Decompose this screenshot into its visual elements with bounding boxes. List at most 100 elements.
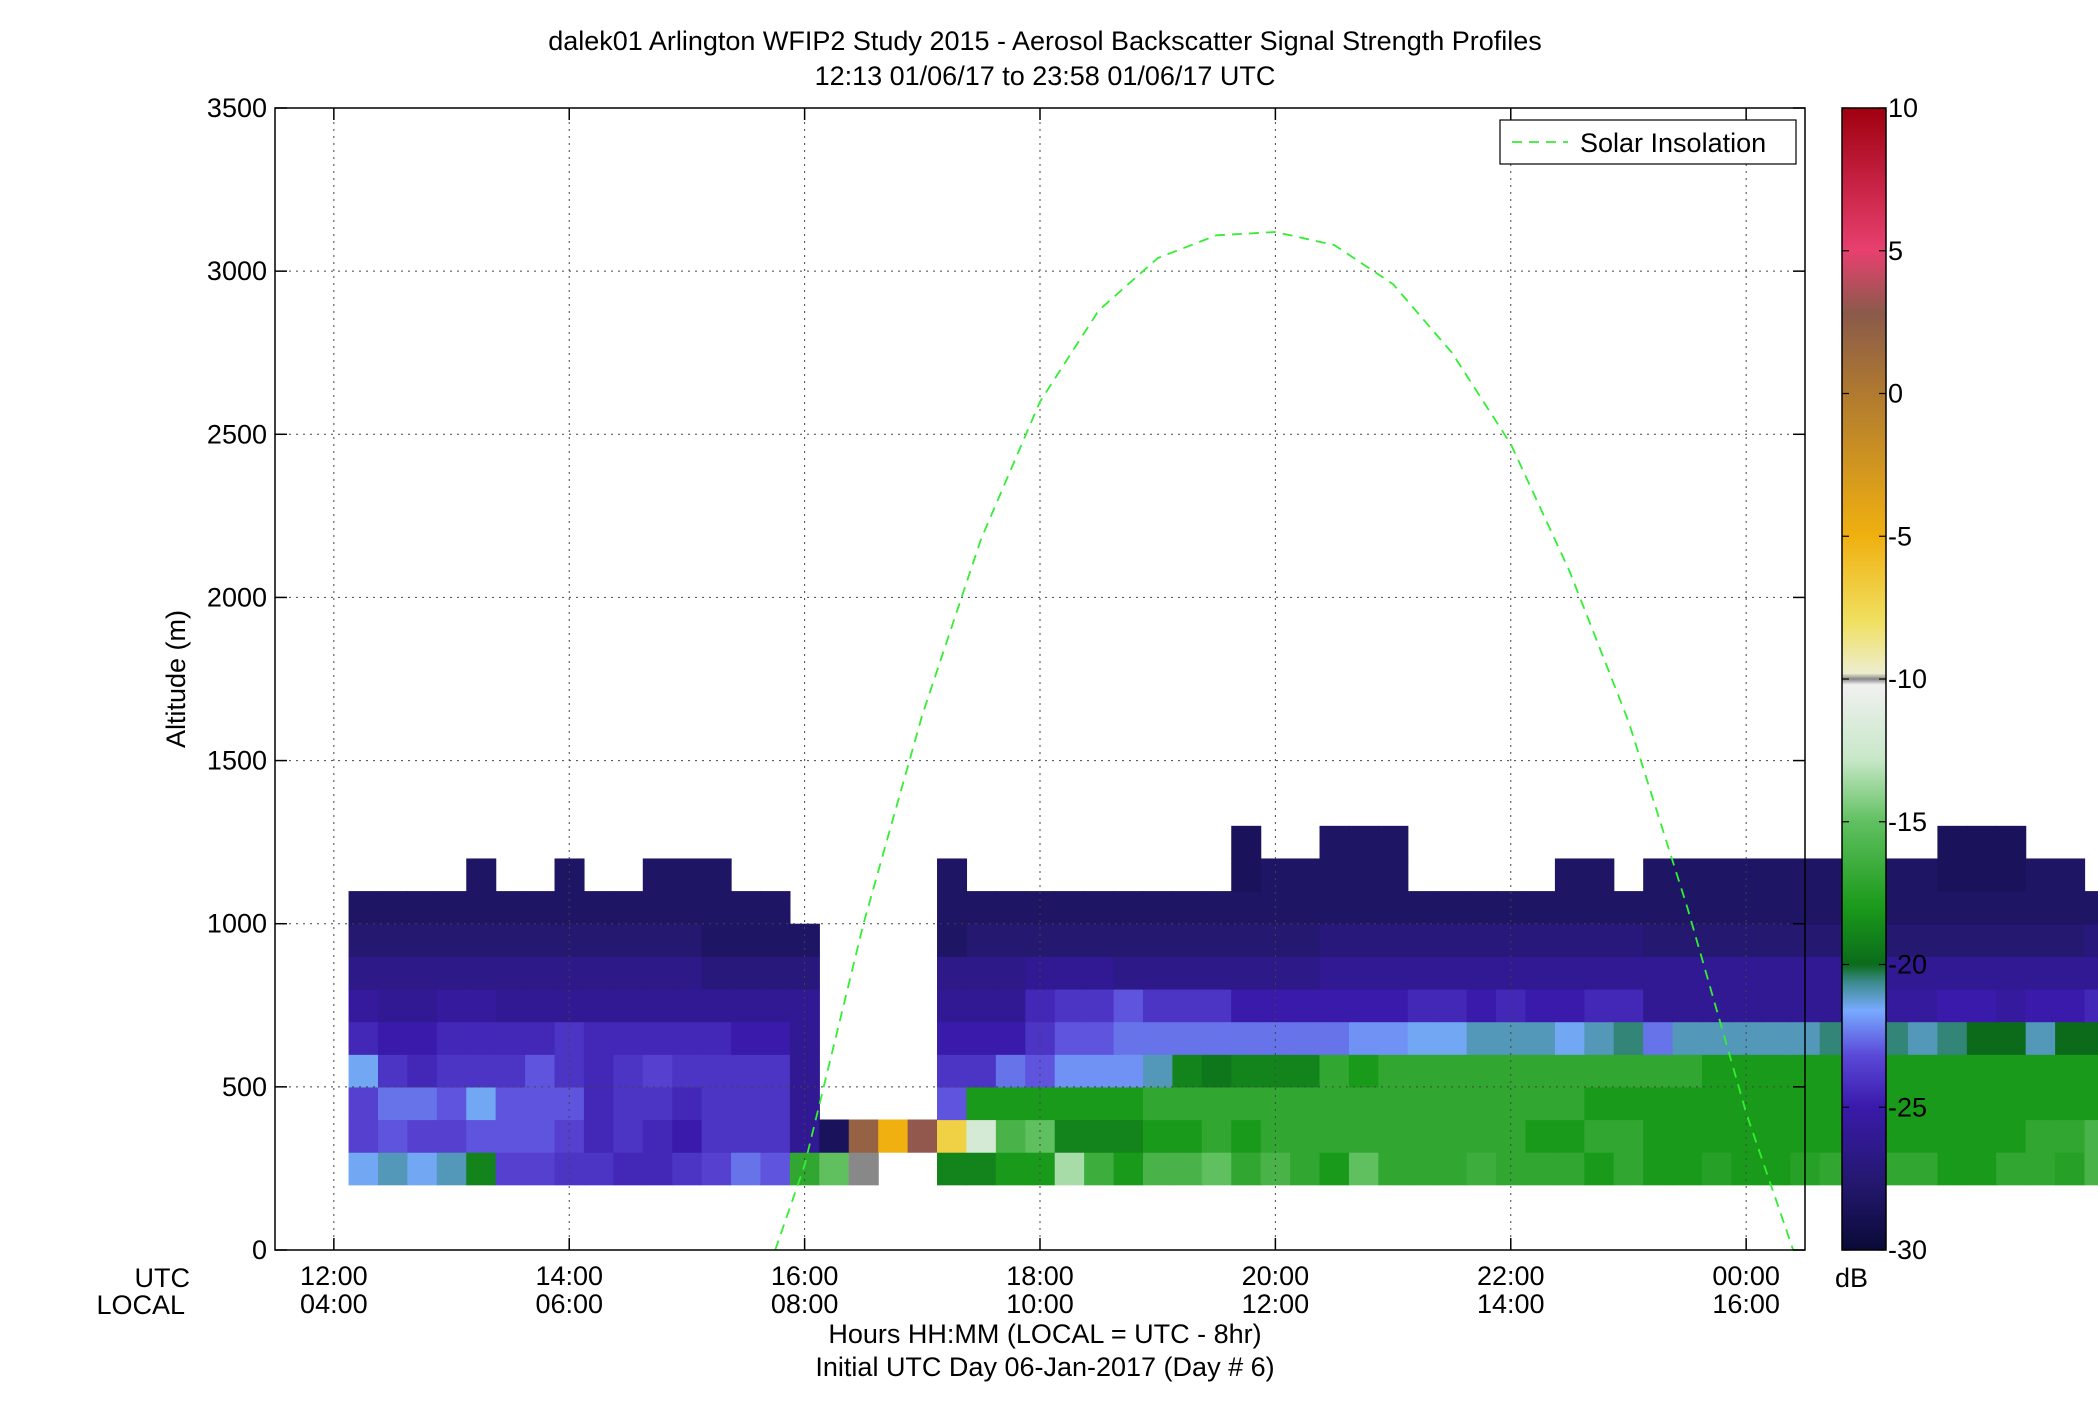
x-tick-label-utc: 12:00 [300,1261,368,1291]
heatmap-cell [848,1152,879,1186]
heatmap-cell [436,1021,467,1055]
heatmap-cell [2055,1086,2086,1121]
heatmap-cell [1760,1086,1791,1121]
heatmap-cell [1702,988,1733,1023]
heatmap-cell [495,1119,526,1153]
heatmap-cell [1142,923,1173,957]
solar-insolation-line [774,231,1795,1251]
heatmap-cell [377,956,408,990]
heatmap-cell [1672,956,1703,990]
heatmap-cell [613,1054,644,1088]
heatmap-cell [1290,858,1321,892]
heatmap-cell [1672,988,1703,1023]
heatmap-cell [760,1021,791,1055]
heatmap-cell [1378,858,1409,892]
heatmap-cell [1525,1119,1556,1153]
heatmap-cell [1172,891,1203,925]
heatmap-cell [407,1119,438,1153]
heatmap-cell [731,1152,762,1186]
heatmap-cell [966,988,997,1023]
heatmap-cell [1996,1054,2027,1088]
heatmap-cell [672,1021,703,1055]
heatmap-cell [1231,858,1262,892]
heatmap-cell [1466,1086,1497,1121]
heatmap-cell [1907,891,1938,925]
heatmap-cell [1937,956,1968,990]
heatmap-cell [701,1054,732,1088]
heatmap-cell [1113,1119,1144,1153]
heatmap-cell [731,988,762,1023]
heatmap-cell [613,988,644,1023]
heatmap-cell [1907,1054,1938,1088]
colorbar-tick-label: -15 [1888,807,1927,837]
heatmap-cell [1996,956,2027,990]
heatmap-cell [583,1054,614,1088]
colorbar-tick-label: -25 [1888,1092,1927,1122]
x-tick-label-local: 12:00 [1242,1289,1310,1319]
heatmap-cell [937,956,968,990]
heatmap-cell [937,1054,968,1088]
x-tick-label-utc: 22:00 [1477,1261,1545,1291]
heatmap-cell [642,1119,673,1153]
heatmap-cell [1260,1021,1291,1055]
heatmap-cell [1290,1152,1321,1186]
solar-insolation-series [774,231,1795,1251]
heatmap-cell [1172,1119,1203,1153]
heatmap-cell [1731,923,1762,957]
heatmap-cell [1525,923,1556,957]
heatmap-cell [2084,1021,2098,1055]
heatmap-cell [760,1086,791,1121]
heatmap-cell [1113,1086,1144,1121]
heatmap-cell [1966,1119,1997,1153]
heatmap-cell [525,891,556,925]
heatmap-cell [1996,923,2027,957]
heatmap-cell [466,956,497,990]
grid-lines [275,108,1805,1250]
heatmap-cell [1348,923,1379,957]
heatmap-cell [966,1152,997,1186]
heatmap-cell [672,988,703,1023]
heatmap-cell [1466,1021,1497,1055]
heatmap-cell [1319,988,1350,1023]
heatmap-cell [466,923,497,957]
heatmap-cell [1554,858,1585,892]
heatmap-cell [642,858,673,892]
heatmap-cell [1201,1119,1232,1153]
heatmap-cell [613,1021,644,1055]
heatmap-cell [1201,1021,1232,1055]
heatmap-cell [377,1086,408,1121]
heatmap-cell [1172,1086,1203,1121]
heatmap-cell [466,891,497,925]
heatmap-cell [2055,923,2086,957]
heatmap-cell [1702,956,1733,990]
heatmap-cell [1966,825,1997,860]
heatmap-cell [642,891,673,925]
heatmap-cell [613,891,644,925]
heatmap-cell [466,1086,497,1121]
x-tick-label-utc: 16:00 [771,1261,839,1291]
heatmap-cell [1760,891,1791,925]
heatmap-cell [1378,1054,1409,1088]
heatmap-cell [1172,1054,1203,1088]
heatmap-cell [495,1021,526,1055]
heatmap-cell [2025,1119,2056,1153]
heatmap-cell [2025,1086,2056,1121]
heatmap-cell [1702,1086,1733,1121]
heatmap-cell [583,1119,614,1153]
heatmap-cell [1378,988,1409,1023]
heatmap-cell [1290,891,1321,925]
heatmap-cell [937,1086,968,1121]
heatmap-cell [495,988,526,1023]
heatmap-cell [672,858,703,892]
heatmap-cell [1113,1021,1144,1055]
heatmap-cell [1319,1054,1350,1088]
heatmap-cell [1907,1021,1938,1055]
x-tick-label-local: 06:00 [535,1289,603,1319]
heatmap-cell [1966,1152,1997,1186]
heatmap-cell [1290,988,1321,1023]
heatmap-cell [1319,1021,1350,1055]
heatmap-cell [1084,988,1115,1023]
heatmap-cell [1907,1152,1938,1186]
heatmap-cell [1113,923,1144,957]
